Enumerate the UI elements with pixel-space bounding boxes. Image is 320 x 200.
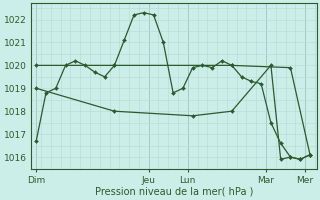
X-axis label: Pression niveau de la mer( hPa ): Pression niveau de la mer( hPa ) <box>95 187 253 197</box>
